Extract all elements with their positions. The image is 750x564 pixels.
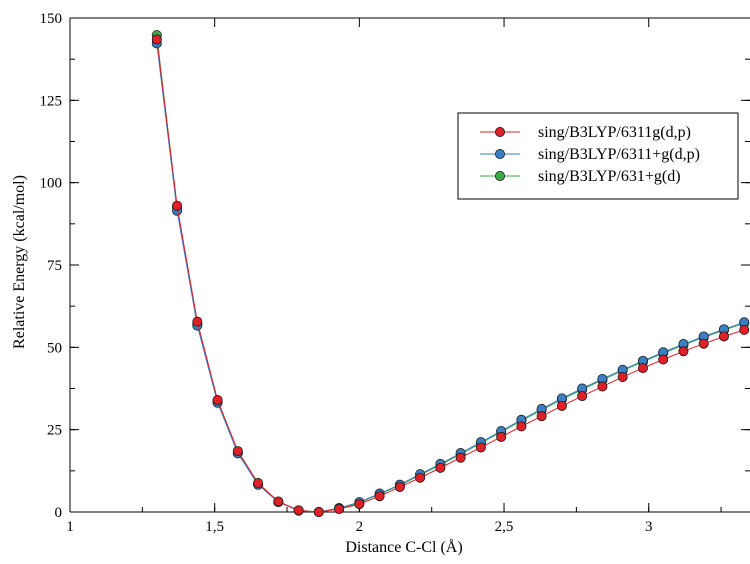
legend-label: sing/B3LYP/6311g(d,p) [538, 124, 691, 141]
data-point [577, 391, 588, 402]
series-layer [151, 30, 750, 517]
y-axis: 0 25 50 75 100 125 150 [40, 11, 750, 521]
series-1 [151, 34, 750, 517]
data-point [212, 395, 223, 406]
series-2 [151, 38, 750, 517]
data-point [718, 331, 729, 342]
y-tick-label: 100 [40, 176, 63, 192]
legend-marker [494, 148, 505, 159]
plot-frame [69, 17, 750, 513]
data-point [415, 472, 426, 483]
data-point [232, 446, 243, 457]
data-point [151, 34, 162, 45]
data-point [172, 200, 183, 211]
data-point [678, 346, 689, 357]
legend-marker [494, 170, 505, 181]
legend-label: sing/B3LYP/631+g(d) [538, 168, 681, 185]
y-tick-label: 0 [55, 505, 63, 521]
x-tick-label: 2,5 [495, 519, 514, 535]
data-point [637, 363, 648, 374]
data-point [394, 481, 405, 492]
y-tick-label: 150 [40, 11, 63, 27]
y-tick-label: 25 [47, 423, 62, 439]
data-point [273, 496, 284, 507]
data-point [739, 324, 750, 335]
data-point [455, 452, 466, 463]
legend-box [457, 112, 739, 200]
series-line [156, 35, 745, 513]
x-axis-title: Distance C-Cl (Å) [345, 538, 462, 556]
data-point [617, 371, 628, 382]
x-tick-label: 1 [66, 519, 74, 535]
series-3 [151, 30, 750, 517]
data-point [334, 504, 345, 515]
data-point [658, 354, 669, 365]
y-tick-label: 75 [47, 258, 62, 274]
data-point [435, 462, 446, 473]
x-axis: 1 1,5 2 2,5 3 [66, 18, 722, 535]
data-point [313, 506, 324, 517]
y-tick-label: 125 [40, 93, 63, 109]
data-point [597, 381, 608, 392]
data-point [556, 400, 567, 411]
x-tick-label: 3 [645, 519, 653, 535]
data-point [536, 411, 547, 422]
x-tick-label: 2 [356, 519, 364, 535]
data-point [192, 316, 203, 327]
series-line [156, 39, 745, 513]
data-point [293, 505, 304, 516]
data-point [475, 442, 486, 453]
y-tick-label: 50 [47, 340, 62, 356]
x-tick-label: 1,5 [205, 519, 224, 535]
legend: sing/B3LYP/6311g(d,p) sing/B3LYP/6311+g(d… [457, 112, 739, 200]
legend-marker [494, 127, 505, 138]
data-point [698, 338, 709, 349]
legend-label: sing/B3LYP/6311+g(d,p) [538, 146, 700, 163]
data-point [496, 431, 507, 442]
data-point [516, 421, 527, 432]
y-axis-title: Relative Energy (kcal/mol) [11, 175, 28, 349]
data-point [253, 478, 264, 489]
data-point [374, 491, 385, 502]
data-point [354, 499, 365, 510]
